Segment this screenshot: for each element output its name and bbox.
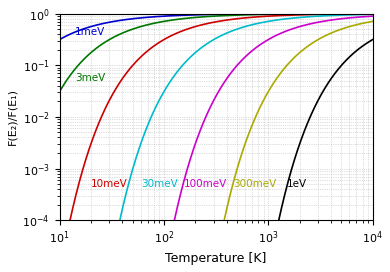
Text: 100meV: 100meV	[184, 179, 227, 189]
X-axis label: Temperature [K]: Temperature [K]	[165, 252, 267, 265]
Text: 10meV: 10meV	[91, 179, 128, 189]
Text: 3meV: 3meV	[75, 73, 105, 83]
Y-axis label: F(E₂)/F(E₁): F(E₂)/F(E₁)	[7, 88, 17, 145]
Text: 1meV: 1meV	[75, 27, 105, 37]
Text: 1eV: 1eV	[287, 179, 307, 189]
Text: 300meV: 300meV	[233, 179, 277, 189]
Text: 30meV: 30meV	[141, 179, 177, 189]
